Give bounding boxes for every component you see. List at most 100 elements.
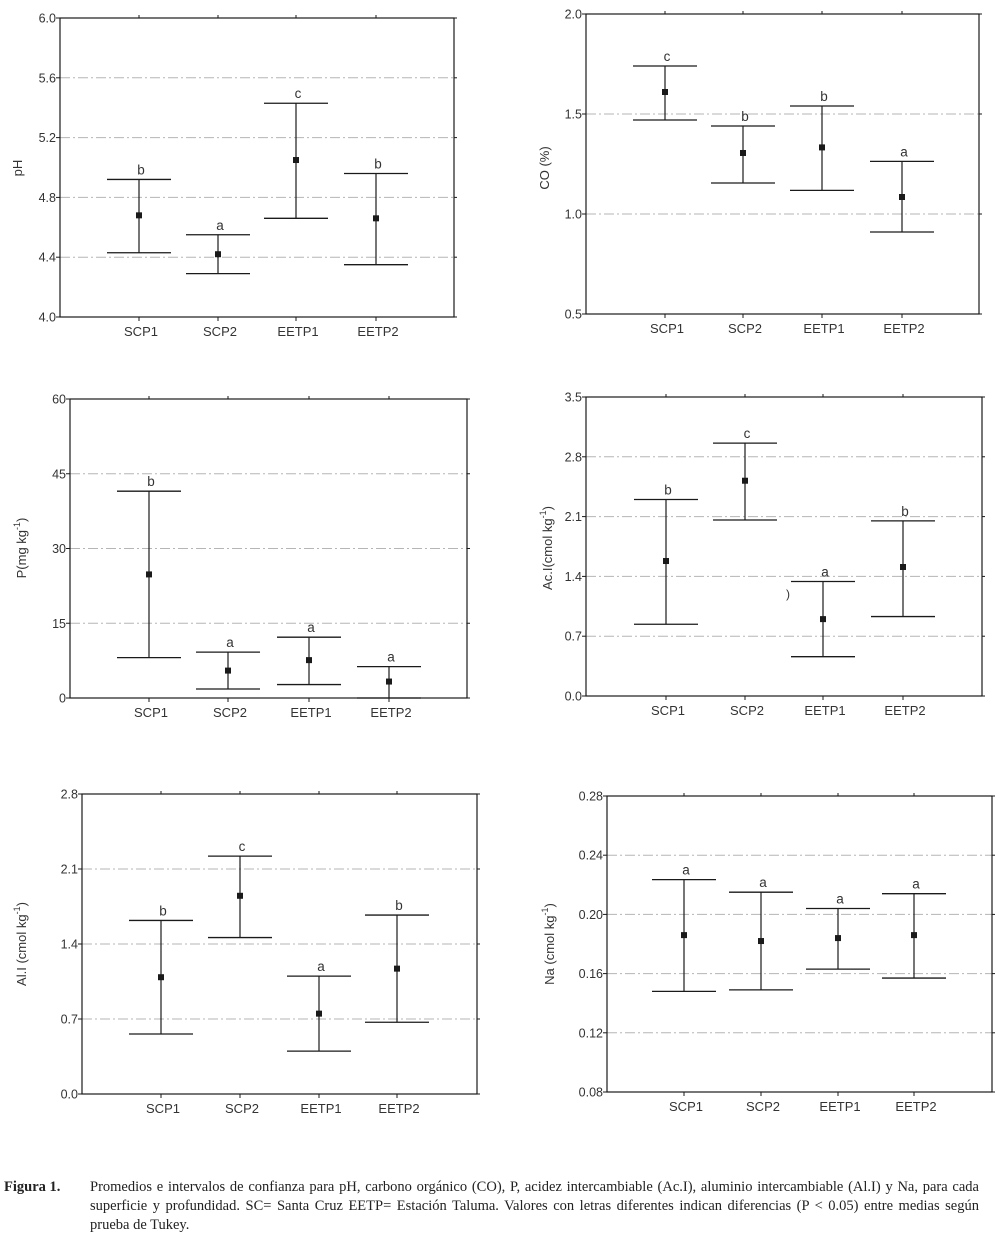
mean-marker — [758, 938, 764, 945]
mean-marker — [225, 667, 231, 674]
figure-panels: 4.0 4.4 4.8 5.2 5.6 6.0 pH SCP1 b SCP2 a EETP1 c EETP… — [10, 8, 995, 1116]
mean-marker — [316, 1010, 322, 1017]
mean-marker — [136, 212, 142, 219]
y-tick-label: 15 — [52, 617, 66, 631]
significance-letter: c — [239, 839, 246, 854]
y-axis-label: CO (%) — [537, 146, 552, 189]
plot-frame — [585, 13, 980, 315]
chart-co: 0.5 1.0 1.5 2.0 CO (%) SCP1 c SCP2 b EETP1 b EETP2 a — [537, 8, 982, 336]
plot-frame — [606, 795, 993, 1093]
caption-label: Figura 1. — [4, 1179, 61, 1195]
significance-letter: b — [741, 109, 749, 124]
y-tick-label: 2.8 — [565, 450, 582, 464]
significance-letter: c — [744, 426, 751, 441]
significance-letter: a — [307, 620, 315, 635]
mean-marker — [293, 157, 299, 164]
y-axis-label: Na (cmol kg-1) — [540, 903, 557, 985]
y-tick-label: 0.12 — [579, 1026, 603, 1040]
plot-frame — [585, 396, 983, 697]
y-tick-label: 0.5 — [565, 308, 582, 322]
stray-annotation: ) — [786, 587, 790, 601]
x-tick-label: EETP1 — [300, 1101, 341, 1116]
y-tick-label: 0.24 — [579, 849, 603, 863]
significance-letter: a — [387, 650, 395, 665]
significance-letter: c — [295, 86, 302, 101]
significance-letter: b — [159, 903, 167, 918]
mean-marker — [386, 678, 392, 685]
x-tick-label: SCP2 — [213, 705, 247, 720]
significance-letter: a — [317, 959, 325, 974]
x-tick-label: EETP1 — [819, 1099, 860, 1114]
mean-marker — [373, 215, 379, 222]
plot-frame — [81, 793, 478, 1095]
y-tick-label: 2.1 — [565, 510, 582, 524]
x-tick-label: EETP1 — [290, 705, 331, 720]
mean-marker — [899, 194, 905, 200]
y-tick-label: 0.28 — [579, 790, 603, 804]
y-tick-label: 0.16 — [579, 967, 603, 981]
y-tick-label: 45 — [52, 467, 66, 481]
y-tick-label: 5.2 — [39, 131, 56, 145]
y-tick-label: 1.4 — [565, 570, 582, 584]
y-tick-label: 0.7 — [61, 1013, 78, 1027]
x-tick-label: SCP2 — [746, 1099, 780, 1114]
y-tick-label: 0.0 — [565, 690, 582, 704]
x-tick-label: EETP2 — [895, 1099, 936, 1114]
chart-p: 0 15 30 45 60 P(mg kg-1) SCP1 b SCP2 a EETP1 a EETP2… — [12, 393, 470, 720]
y-tick-label: 0 — [59, 692, 66, 706]
significance-letter: b — [664, 483, 672, 498]
mean-marker — [900, 564, 906, 571]
chart-na: 0.08 0.12 0.16 0.20 0.24 0.28 Na (cmol kg-1) SC… — [540, 790, 995, 1114]
mean-marker — [681, 932, 687, 939]
mean-marker — [820, 616, 826, 623]
x-tick-label: SCP2 — [225, 1101, 259, 1116]
y-tick-label: 0.20 — [579, 908, 603, 922]
x-tick-label: EETP2 — [884, 703, 925, 718]
y-tick-label: 1.0 — [565, 208, 582, 222]
mean-marker — [306, 657, 312, 664]
y-tick-label: 0.08 — [579, 1086, 603, 1100]
significance-letter: a — [836, 891, 844, 906]
y-tick-label: 2.8 — [61, 788, 78, 802]
significance-letter: b — [137, 162, 145, 177]
x-tick-label: SCP2 — [728, 321, 762, 336]
mean-marker — [662, 89, 668, 95]
y-tick-label: 60 — [52, 393, 66, 407]
x-tick-label: SCP1 — [146, 1101, 180, 1116]
y-axis-label: Ac.I(cmol kg-1) — [538, 506, 555, 590]
y-axis-label: pH — [10, 160, 25, 177]
x-tick-label: SCP1 — [651, 703, 685, 718]
y-tick-label: 4.8 — [39, 191, 56, 205]
figure-caption: Figura 1. Promedios e intervalos de conf… — [4, 1178, 979, 1235]
significance-letter: a — [821, 565, 829, 580]
significance-letter: a — [912, 877, 920, 892]
significance-letter: a — [900, 144, 908, 159]
y-tick-label: 6.0 — [39, 12, 56, 26]
y-tick-label: 1.4 — [61, 938, 78, 952]
significance-letter: b — [374, 156, 382, 171]
mean-marker — [663, 558, 669, 565]
y-tick-label: 0.7 — [565, 630, 582, 644]
mean-marker — [237, 892, 243, 899]
mean-marker — [742, 477, 748, 484]
y-tick-label: 4.4 — [39, 251, 56, 265]
caption-text: Promedios e intervalos de confianza para… — [90, 1179, 979, 1233]
mean-marker — [146, 571, 152, 578]
y-tick-label: 30 — [52, 542, 66, 556]
mean-marker — [740, 150, 746, 156]
y-tick-label: 1.5 — [565, 108, 582, 122]
x-tick-label: SCP1 — [124, 324, 158, 339]
significance-letter: b — [395, 898, 403, 913]
x-tick-label: SCP1 — [134, 705, 168, 720]
y-tick-label: 2.1 — [61, 863, 78, 877]
x-tick-label: SCP2 — [203, 324, 237, 339]
x-tick-label: SCP1 — [669, 1099, 703, 1114]
x-tick-label: EETP1 — [804, 703, 845, 718]
y-tick-label: 4.0 — [39, 311, 56, 325]
y-axis-label: Al.I (cmol kg-1) — [12, 902, 29, 986]
y-tick-label: 3.5 — [565, 391, 582, 405]
x-tick-label: EETP2 — [378, 1101, 419, 1116]
significance-letter: c — [664, 49, 671, 64]
mean-marker — [835, 935, 841, 942]
significance-letter: a — [216, 218, 224, 233]
